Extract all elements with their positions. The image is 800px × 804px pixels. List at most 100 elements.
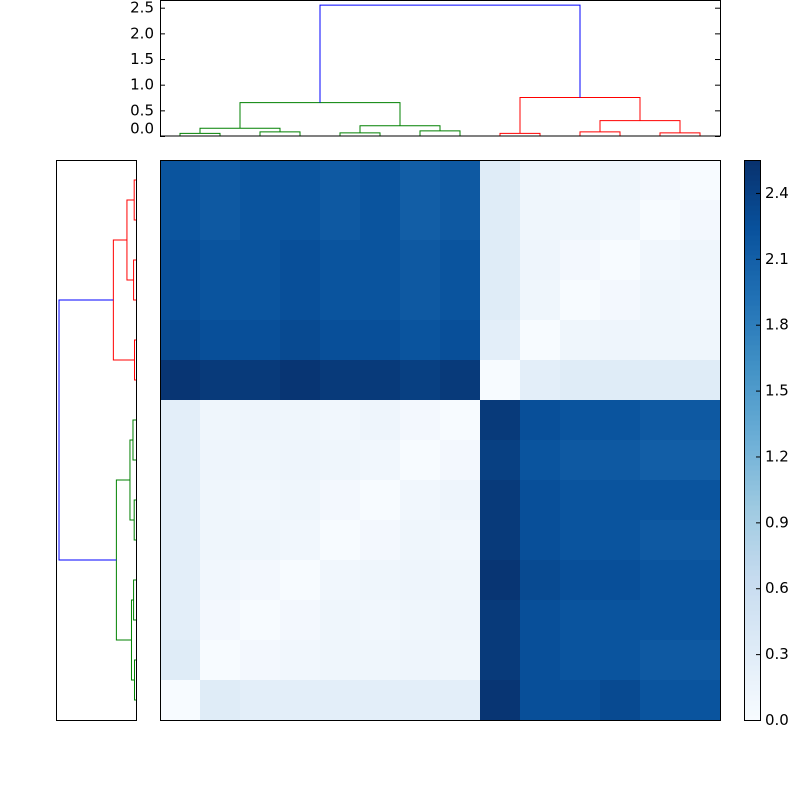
heatmap-cell [160,240,201,281]
top-dendrogram-link [499,132,541,136]
heatmap-cell [240,320,281,361]
heatmap-cell [480,480,521,521]
heatmap-cell [520,640,561,681]
heatmap-cell [360,280,401,321]
colorbar-segment [744,465,760,471]
colorbar-segment [744,535,760,541]
heatmap-cell [400,400,441,441]
colorbar-segment [744,270,760,276]
heatmap-cell [400,320,441,361]
heatmap-cell [480,600,521,641]
heatmap-cell [520,320,561,361]
heatmap-cell [160,680,201,721]
heatmap-cell [280,360,321,401]
top-dendrogram-link [199,127,281,134]
heatmap-cell [600,200,641,241]
heatmap-cell [320,360,361,401]
y-tick-label: 1.0 [130,76,154,94]
left-dendrogram-link [133,179,136,221]
heatmap-cell [320,320,361,361]
colorbar-segment [744,680,760,686]
heatmap-cell [520,160,561,201]
heatmap-cell [240,520,281,561]
heatmap-cell [600,280,641,321]
heatmap-cell [400,680,441,721]
heatmap-cell [680,600,721,641]
heatmap-cell [640,160,681,201]
heatmap-cell [560,360,601,401]
heatmap-cell [440,640,481,681]
left-dendrogram-link [133,339,136,381]
heatmap-cell [360,520,401,561]
heatmap-cell [320,160,361,201]
colorbar-segment [744,510,760,516]
colorbar-segment [744,385,760,391]
plot-layer [58,4,760,721]
heatmap-cell [240,640,281,681]
colorbar-segment [744,285,760,291]
heatmap-cell [560,440,601,481]
colorbar-segment [744,320,760,326]
colorbar-segment [744,195,760,201]
heatmap-cell [320,600,361,641]
colorbar-segment [744,490,760,496]
colorbar-segment [744,515,760,521]
colorbar-segment [744,435,760,441]
heatmap-cell [160,480,201,521]
heatmap-cell [560,400,601,441]
colorbar-segment [744,345,760,351]
heatmap-cell [400,560,441,601]
heatmap-cell [400,160,441,201]
colorbar-segment [744,275,760,281]
heatmap-cell [200,640,241,681]
heatmap-cell [560,280,601,321]
colorbar-tick-label: 2.4 [765,184,789,202]
top-dendrogram-link [239,102,401,129]
colorbar-segment [744,710,760,716]
heatmap-cell [280,640,321,681]
heatmap-cell [440,320,481,361]
heatmap-cell [200,200,241,241]
colorbar-segment [744,580,760,586]
colorbar-segment [744,600,760,606]
heatmap-cell [600,520,641,561]
heatmap-cell [640,240,681,281]
colorbar-segment [744,530,760,536]
y-tick-label: 2.0 [130,24,154,42]
heatmap-cell [680,640,721,681]
colorbar-segment [744,220,760,226]
heatmap-cell [240,280,281,321]
heatmap-cell [560,480,601,521]
left-dendrogram-link [58,299,117,561]
colorbar-segment [744,395,760,401]
heatmap-cell [440,240,481,281]
heatmap-cell [480,360,521,401]
heatmap-cell [360,640,401,681]
colorbar-segment [744,205,760,211]
heatmap-cell [320,520,361,561]
heatmap-cell [320,240,361,281]
heatmap-cell [640,360,681,401]
colorbar-segment [744,570,760,576]
colorbar-segment [744,340,760,346]
heatmap-cell [640,640,681,681]
heatmap-cell [600,240,641,281]
heatmap-cell [480,680,521,721]
heatmap-cell [480,520,521,561]
colorbar-segment [744,210,760,216]
colorbar-tick-label: 1.8 [765,316,789,334]
colorbar-segment [744,250,760,256]
heatmap-cell [520,280,561,321]
colorbar-segment [744,475,760,481]
colorbar-tick-label: 2.1 [765,250,789,268]
colorbar-segment [744,265,760,271]
heatmap-cell [600,360,641,401]
colorbar-segment [744,705,760,711]
heatmap-cell [320,200,361,241]
colorbar-segment [744,665,760,671]
heatmap-cell [160,600,201,641]
top-dendrogram-link [319,4,581,103]
heatmap-cell [640,480,681,521]
heatmap-cell [360,160,401,201]
heatmap-cell [560,600,601,641]
